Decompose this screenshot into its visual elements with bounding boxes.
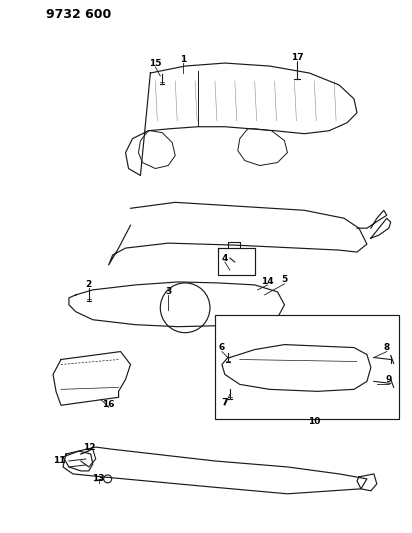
Text: 9: 9 (386, 375, 392, 384)
Text: 1: 1 (180, 54, 186, 63)
Text: 8: 8 (384, 343, 390, 352)
Text: 10: 10 (308, 417, 321, 426)
Text: 16: 16 (103, 400, 115, 409)
Text: 17: 17 (291, 53, 304, 62)
Text: 3: 3 (165, 287, 171, 296)
Text: 12: 12 (82, 442, 95, 451)
Text: 9732 600: 9732 600 (46, 8, 111, 21)
Bar (215, 315, 399, 419)
Text: 13: 13 (92, 474, 105, 483)
Text: 4: 4 (222, 254, 228, 263)
Text: 2: 2 (86, 280, 92, 289)
Text: 6: 6 (219, 343, 225, 352)
Text: 11: 11 (53, 456, 65, 465)
Text: 15: 15 (149, 59, 162, 68)
Text: 7: 7 (222, 398, 228, 407)
Text: 5: 5 (281, 276, 288, 285)
Text: 14: 14 (261, 277, 274, 286)
